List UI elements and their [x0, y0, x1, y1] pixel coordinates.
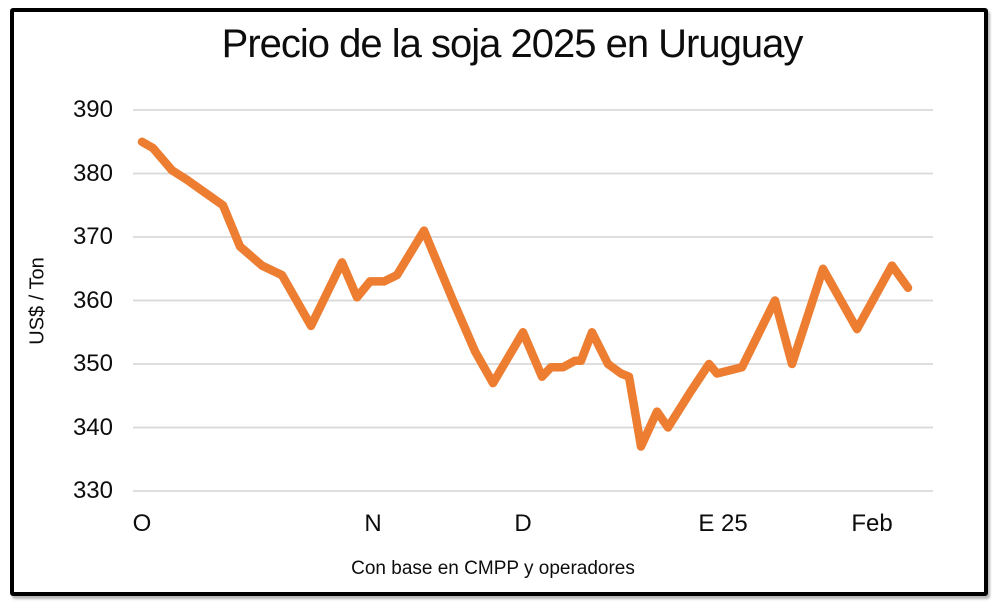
y-tick-label-380: 380	[72, 159, 113, 187]
x-tick-label-o: O	[132, 510, 152, 537]
chart-title: Precio de la soja 2025 en Uruguay	[221, 22, 804, 66]
y-tick-label-330: 330	[72, 477, 113, 504]
y-tick-label-370: 370	[72, 223, 113, 250]
x-tick-label-d: D	[514, 510, 532, 537]
x-tick-label-feb: Feb	[851, 510, 893, 537]
y-tick-label-360: 360	[72, 286, 113, 314]
chart-footnote: Con base en CMPP y operadores	[351, 558, 635, 579]
gridlines	[133, 109, 933, 492]
y-tick-label-350: 350	[72, 350, 113, 377]
chart-border-frame	[10, 8, 988, 596]
x-tick-label-n: N	[364, 510, 382, 537]
y-tick-label-340: 340	[72, 413, 113, 441]
price-line-series	[137, 137, 913, 451]
y-tick-label-390: 390	[72, 96, 113, 123]
x-tick-label-e-25: E 25	[698, 510, 748, 537]
